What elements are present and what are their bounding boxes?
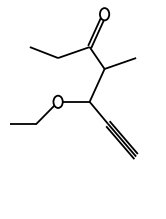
Circle shape [53, 96, 63, 108]
Circle shape [100, 8, 109, 20]
